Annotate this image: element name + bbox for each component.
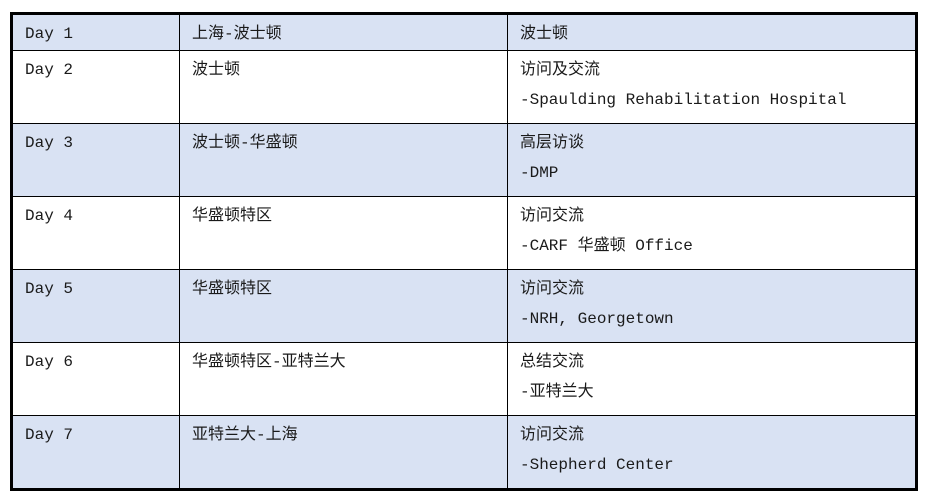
activity-label: 访问交流 [520,280,585,298]
day-label: Day 4 [25,207,74,225]
activity-cell: 访问交流 -CARF 华盛顿 Office [507,196,917,270]
activity-label: 波士顿 [520,25,569,43]
route-label: 上海-波士顿 [192,25,282,43]
activity-cell: 访问及交流 -Spaulding Rehabilitation Hospital [507,50,917,124]
day-label: Day 7 [25,426,74,444]
activity-cell: 总结交流 -亚特兰大 [507,342,917,416]
route-cell: 波士顿 [179,50,508,124]
activity-detail: -CARF 华盛顿 Office [520,237,693,255]
activity-label: 访问及交流 [520,61,601,79]
route-label: 波士顿-华盛顿 [192,134,298,152]
activity-cell: 访问交流 -NRH, Georgetown [507,269,917,343]
day-cell: Day 3 [11,123,180,197]
route-cell: 华盛顿特区 [179,196,508,270]
route-label: 华盛顿特区 [192,207,273,225]
itinerary-table: Day 1 上海-波士顿 波士顿 Day 2 波士顿 访问及交流 -Spaulding Re… [10,12,918,491]
activity-detail: -DMP [520,164,559,182]
day-label: Day 5 [25,280,74,298]
day-cell: Day 5 [11,269,180,343]
activity-cell: 波士顿 [507,13,917,51]
route-cell: 华盛顿特区-亚特兰大 [179,342,508,416]
activity-label: 访问交流 [520,207,585,225]
day-label: Day 6 [25,353,74,371]
activity-label: 总结交流 [520,353,585,371]
table-row: Day 7 亚特兰大-上海 访问交流 -Shepherd Center [11,415,917,490]
day-cell: Day 6 [11,342,180,416]
activity-detail: -亚特兰大 [520,383,594,401]
day-cell: Day 1 [11,13,180,51]
activity-cell: 高层访谈 -DMP [507,123,917,197]
route-cell: 亚特兰大-上海 [179,415,508,490]
activity-detail: -Spaulding Rehabilitation Hospital [520,91,847,109]
activity-detail: -Shepherd Center [520,456,674,474]
day-label: Day 2 [25,61,74,79]
day-cell: Day 7 [11,415,180,490]
route-cell: 上海-波士顿 [179,13,508,51]
activity-label: 访问交流 [520,426,585,444]
table-row: Day 2 波士顿 访问及交流 -Spaulding Rehabilitation H… [11,50,917,124]
day-label: Day 3 [25,134,74,152]
table-row: Day 1 上海-波士顿 波士顿 [11,13,917,51]
activity-detail: -NRH, Georgetown [520,310,674,328]
route-cell: 华盛顿特区 [179,269,508,343]
day-cell: Day 2 [11,50,180,124]
table-row: Day 4 华盛顿特区 访问交流 -CARF 华盛顿 Office [11,196,917,270]
route-label: 亚特兰大-上海 [192,426,298,444]
day-cell: Day 4 [11,196,180,270]
activity-label: 高层访谈 [520,134,585,152]
route-cell: 波士顿-华盛顿 [179,123,508,197]
day-label: Day 1 [25,25,74,43]
activity-cell: 访问交流 -Shepherd Center [507,415,917,490]
route-label: 华盛顿特区-亚特兰大 [192,353,346,371]
route-label: 波士顿 [192,61,241,79]
table-row: Day 5 华盛顿特区 访问交流 -NRH, Georgetown [11,269,917,343]
table-row: Day 6 华盛顿特区-亚特兰大 总结交流 -亚特兰大 [11,342,917,416]
table-row: Day 3 波士顿-华盛顿 高层访谈 -DMP [11,123,917,197]
route-label: 华盛顿特区 [192,280,273,298]
